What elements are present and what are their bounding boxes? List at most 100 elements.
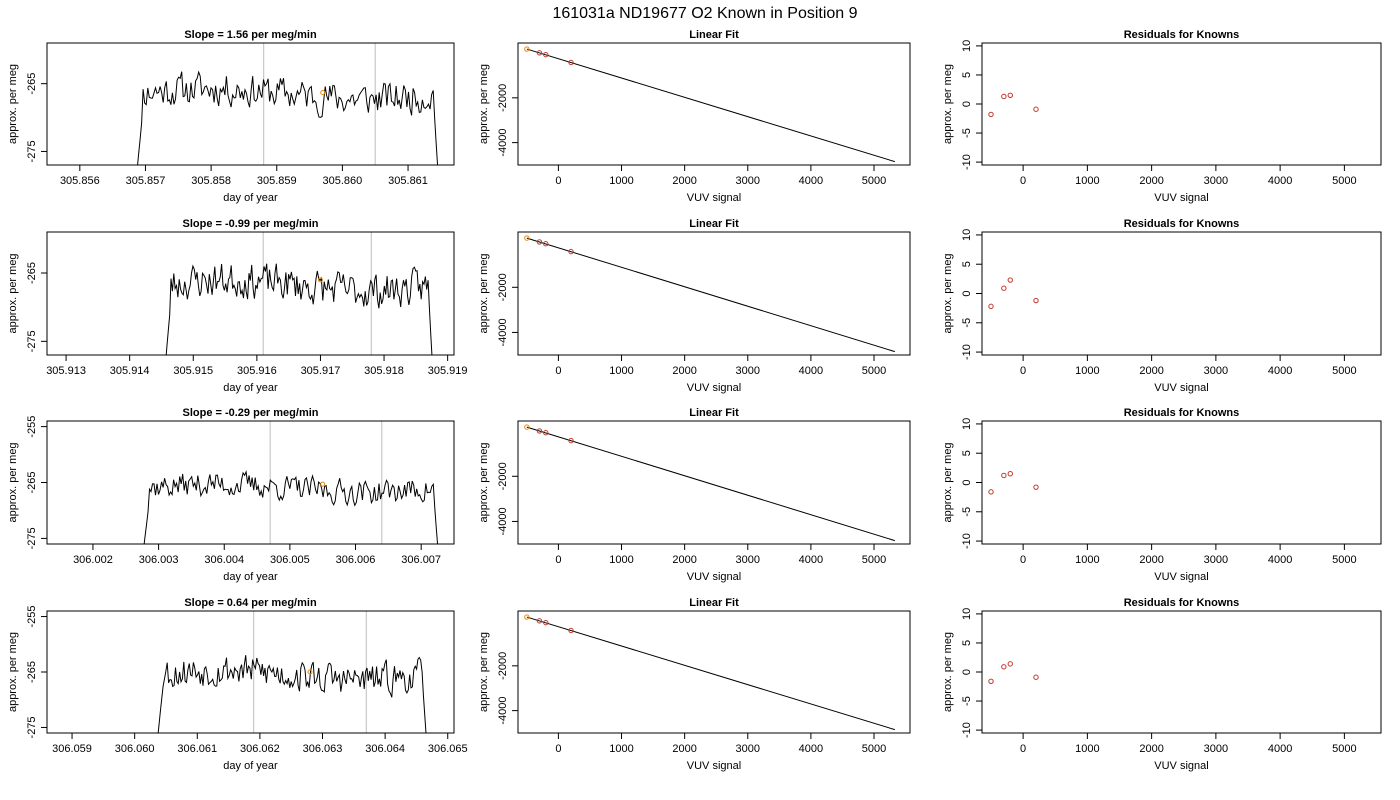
residual-point	[1033, 297, 1039, 304]
panel-r1-c2: Residuals for Knowns VUV signal approx. pe…	[942, 218, 1382, 394]
y-tick-label: -2000	[497, 273, 509, 301]
x-axis-label: VUV signal	[1154, 760, 1208, 772]
x-tick-label: 305.856	[60, 175, 100, 187]
x-tick-label: 305.857	[126, 175, 166, 187]
y-axis-label: approx. per meg	[7, 253, 19, 333]
residual-point	[988, 678, 994, 684]
x-tick-label: 0	[555, 175, 561, 187]
y-tick-label: -275	[26, 527, 38, 549]
x-axis-label: day of year	[223, 192, 278, 204]
x-tick-label: 5000	[1332, 743, 1356, 755]
x-tick-label: 305.917	[301, 365, 341, 377]
y-tick-label: -275	[26, 716, 38, 738]
x-tick-label: 306.065	[428, 743, 468, 755]
residual-point	[1007, 471, 1013, 477]
fit-point	[524, 235, 530, 241]
x-tick-label: 306.063	[303, 743, 343, 755]
y-tick-label: -2000	[497, 462, 509, 490]
fit-line	[526, 426, 895, 542]
x-tick-label: 4000	[1268, 554, 1292, 566]
signal-series-line	[165, 263, 433, 355]
residual-point	[1001, 664, 1007, 670]
y-tick-label: 0	[961, 669, 973, 675]
fit-point	[568, 437, 574, 444]
y-tick-label: -10	[961, 154, 973, 170]
residual-point	[1007, 277, 1013, 283]
panel-r0-c0: Slope = 1.56 per meg/min day of year appro…	[7, 29, 455, 204]
y-tick-label: -5	[961, 318, 973, 328]
y-tick-label: -4000	[497, 129, 509, 157]
fit-point	[543, 619, 549, 626]
residual-point	[1001, 285, 1007, 291]
x-tick-label: 306.061	[177, 743, 217, 755]
panel-r1-c1: Linear Fit VUV signal approx. per meg 0 1000…	[478, 218, 911, 394]
known-marker-point	[320, 481, 326, 487]
fit-point	[543, 241, 549, 247]
y-tick-label: -265	[26, 73, 38, 95]
x-tick-label: 2000	[672, 175, 696, 187]
panel-title: Residuals for Knowns	[1124, 597, 1240, 609]
x-axis-label: day of year	[223, 382, 278, 394]
y-tick-label: 10	[961, 418, 973, 430]
x-tick-label: 306.005	[270, 554, 310, 566]
y-axis-label: approx. per meg	[942, 64, 954, 144]
panel-r1-c0: Slope = -0.99 per meg/min day of year appr…	[7, 218, 468, 394]
panel-title: Linear Fit	[689, 29, 739, 41]
y-tick-label: 10	[961, 229, 973, 241]
x-tick-label: 5000	[862, 365, 886, 377]
y-axis-label: approx. per meg	[7, 442, 19, 522]
x-tick-label: 0	[1020, 743, 1026, 755]
known-marker-point	[317, 277, 323, 283]
x-tick-label: 2000	[1139, 365, 1163, 377]
x-tick-label: 306.062	[240, 743, 280, 755]
x-tick-label: 0	[555, 743, 561, 755]
y-tick-label: -4000	[497, 318, 509, 346]
plot-frame	[981, 231, 1382, 356]
x-tick-label: 4000	[799, 743, 823, 755]
panel-title: Slope = 1.56 per meg/min	[184, 29, 317, 41]
panel-title: Linear Fit	[689, 407, 739, 419]
x-tick-label: 4000	[1268, 175, 1292, 187]
y-tick-label: -10	[961, 722, 973, 738]
y-tick-label: -255	[26, 606, 38, 628]
plot-frame	[46, 231, 455, 356]
y-tick-label: -2000	[497, 652, 509, 680]
x-tick-label: 306.006	[336, 554, 376, 566]
y-axis-label: approx. per meg	[942, 442, 954, 522]
fit-point	[568, 59, 574, 66]
y-tick-label: -265	[26, 661, 38, 683]
x-tick-label: 4000	[1268, 365, 1292, 377]
fit-line	[526, 48, 895, 163]
plot-frame	[517, 231, 911, 356]
y-tick-label: -275	[26, 140, 38, 162]
x-tick-label: 305.858	[191, 175, 231, 187]
x-tick-label: 306.002	[73, 554, 113, 566]
x-tick-label: 0	[1020, 175, 1026, 187]
x-tick-label: 5000	[862, 743, 886, 755]
x-tick-label: 0	[555, 554, 561, 566]
panel-r2-c0: Slope = -0.29 per meg/min day of year appr…	[7, 407, 455, 583]
fit-line	[526, 237, 895, 353]
y-tick-label: -5	[961, 696, 973, 706]
panel-r0-c2: Residuals for Knowns VUV signal approx. pe…	[942, 29, 1382, 204]
panel-title: Linear Fit	[689, 218, 739, 230]
y-axis-label: approx. per meg	[942, 253, 954, 333]
x-tick-label: 306.003	[139, 554, 179, 566]
panel-title: Residuals for Knowns	[1124, 29, 1240, 41]
y-tick-label: -5	[961, 507, 973, 517]
y-tick-label: -10	[961, 533, 973, 549]
x-tick-label: 3000	[1204, 175, 1228, 187]
y-axis-label: approx. per meg	[478, 632, 490, 712]
x-tick-label: 305.919	[428, 365, 468, 377]
x-tick-label: 5000	[1332, 365, 1356, 377]
plot-frame	[517, 42, 911, 166]
residual-point	[988, 303, 994, 310]
x-tick-label: 1000	[1075, 554, 1099, 566]
x-tick-label: 2000	[672, 365, 696, 377]
x-tick-label: 305.913	[46, 365, 86, 377]
fit-point	[524, 614, 530, 620]
y-tick-label: 0	[961, 479, 973, 485]
fit-point	[536, 428, 543, 434]
signal-series-line	[157, 655, 427, 733]
